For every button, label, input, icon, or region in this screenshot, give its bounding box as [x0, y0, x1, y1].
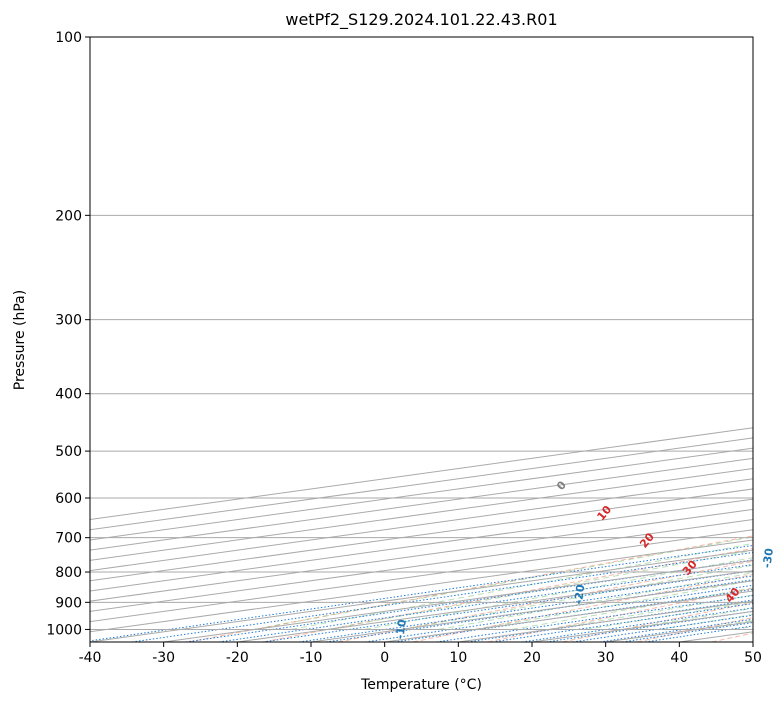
moist-adiabat-label: 0 [554, 478, 569, 492]
y-tick-label: 300 [55, 313, 82, 329]
dry-adiabat [412, 573, 753, 642]
moist-adiabat [327, 549, 753, 630]
moist-adiabat [291, 542, 753, 630]
mixing-ratio-line [90, 544, 753, 642]
isotherm [90, 488, 753, 582]
y-tick-label: 500 [55, 444, 82, 460]
dry-adiabat-label: -10 [393, 618, 409, 640]
axes: -40 -30 -20 -10 0 10 20 30 40 5010020030040050060… [46, 30, 762, 666]
dry-adiabat [487, 587, 753, 642]
y-tick-label: 700 [55, 531, 82, 547]
isotherm [384, 590, 753, 642]
x-tick-label: -10 [300, 650, 323, 666]
profile-lines [767, 37, 775, 582]
x-tick-label: 20 [523, 650, 541, 666]
mixing-ratio-line [436, 594, 753, 642]
isotherm [237, 570, 753, 642]
isotherm [458, 600, 753, 642]
moist-adiabat [696, 620, 753, 630]
isotherm [90, 519, 753, 612]
dry-adiabat [263, 547, 753, 642]
mixing-ratio-line [131, 551, 753, 642]
moist-adiabat [770, 24, 775, 630]
dewpoint-profile [767, 37, 775, 582]
x-tick-label: 30 [597, 650, 615, 666]
isotherm [90, 427, 753, 521]
x-tick-label: 50 [744, 650, 762, 666]
dry-adiabat-label: -30 [760, 547, 775, 569]
isotherm [90, 468, 753, 561]
y-tick-label: 400 [55, 387, 82, 403]
y-tick-label: 600 [55, 491, 82, 507]
dry-adiabat [188, 535, 753, 642]
x-tick-label: 10 [449, 650, 467, 666]
isotherm [679, 631, 753, 642]
moist-adiabat [401, 564, 753, 630]
isotherm [90, 478, 753, 572]
x-tick-label: -30 [152, 650, 175, 666]
mixing-ratio-line [365, 584, 753, 642]
isotherm [605, 621, 753, 642]
moist-adiabat [475, 579, 753, 630]
x-tick-label: 0 [380, 650, 389, 666]
isotherm [90, 498, 753, 592]
moist-adiabat [659, 614, 753, 630]
dry-adiabat [338, 560, 753, 642]
line-labels: -100-90-80-70-60-50-40-30-20-100.10.20.4… [393, 478, 775, 640]
plot-frame [89, 36, 754, 643]
isotherm [90, 529, 753, 623]
moist-adiabat-label: 10 [594, 503, 614, 523]
chart-title: wetPf2_S129.2024.101.22.43.R01 [285, 10, 558, 29]
dry-adiabat [636, 617, 753, 642]
isotherm [90, 437, 753, 531]
x-tick-label: 40 [670, 650, 688, 666]
y-tick-label: 200 [55, 208, 82, 224]
isotherm [90, 539, 753, 633]
moist-adiabat [254, 536, 753, 630]
y-tick-label: 900 [55, 595, 82, 611]
isotherm [90, 508, 753, 602]
y-tick-label: 100 [55, 30, 82, 46]
isotherm [90, 447, 753, 541]
moist-adiabat [364, 557, 753, 630]
mixing-ratio-line [467, 599, 753, 642]
mixing-ratio-line [492, 603, 753, 642]
isotherm [163, 559, 753, 642]
x-axis-label: Temperature (°C) [361, 677, 482, 693]
dry-adiabat-label: -20 [572, 583, 588, 605]
isotherm [90, 457, 753, 551]
background-lines [90, 24, 775, 642]
isotherm [310, 580, 753, 642]
y-tick-label: 800 [55, 565, 82, 581]
x-tick-label: -40 [79, 650, 102, 666]
moist-adiabat [438, 572, 753, 630]
x-tick-label: -20 [226, 650, 249, 666]
y-tick-label: 1000 [46, 622, 82, 638]
